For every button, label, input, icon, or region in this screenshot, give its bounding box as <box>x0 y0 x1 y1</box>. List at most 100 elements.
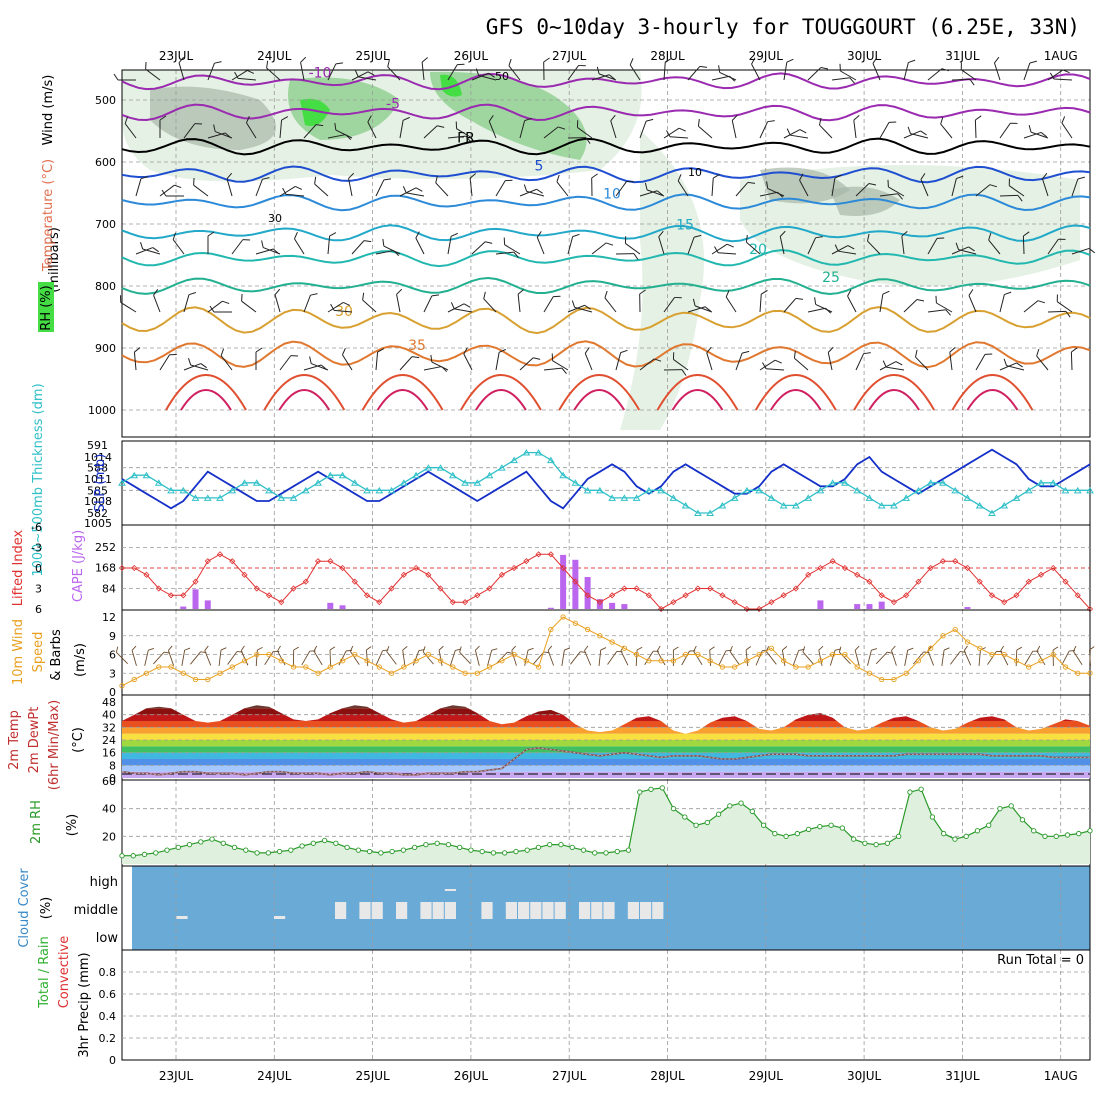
barb-staff <box>124 123 137 139</box>
lifted-index-point <box>1037 571 1045 578</box>
barb-staff <box>867 650 872 666</box>
wind-barb <box>759 120 775 139</box>
wind-barb <box>831 245 855 255</box>
wind-barb-10m <box>218 647 227 666</box>
lifted-index-point <box>988 592 996 599</box>
wind-barb <box>624 236 641 255</box>
wind-barb <box>591 173 598 197</box>
barb-flag <box>1040 132 1048 138</box>
barb-flag <box>1016 362 1023 368</box>
date-label-top: 28JUL <box>650 49 685 63</box>
rh-point <box>963 833 969 839</box>
barb-flag <box>935 295 937 304</box>
isotherm-label: 25 <box>822 270 840 286</box>
barb-flag <box>134 347 141 353</box>
barb-flag <box>868 183 877 186</box>
wind-barb <box>834 244 857 255</box>
lifted-index-point <box>596 599 603 606</box>
barb-flag <box>1037 300 1046 304</box>
barb-staff <box>670 136 689 139</box>
wind-speed-point <box>1013 658 1020 664</box>
wind-barb-10m <box>301 650 316 666</box>
wind-speed-point <box>1038 658 1044 664</box>
y-tick-li: 0 <box>35 562 42 575</box>
barb-flag <box>1052 646 1059 651</box>
rh-point <box>670 806 677 812</box>
y-tick-precip: 0.8 <box>99 966 117 979</box>
isotherm-surface <box>671 389 724 411</box>
barb-staff <box>1023 62 1031 81</box>
barb-flag <box>511 645 517 651</box>
y-tick-slp: 1008 <box>84 495 112 508</box>
wind-barb <box>793 350 809 371</box>
barb-staff <box>927 650 934 666</box>
barb-staff <box>875 651 888 665</box>
wind-barb <box>666 130 689 139</box>
barb-staff <box>543 126 559 139</box>
lifted-index-point <box>498 571 505 578</box>
thickness-point <box>779 501 788 509</box>
wind-barb <box>140 242 161 255</box>
barb-staff <box>153 295 161 313</box>
wind-barb <box>639 190 664 197</box>
thickness-point <box>1086 486 1094 494</box>
rh-point <box>614 848 620 855</box>
wind-barb <box>556 174 569 197</box>
wind-speed-point <box>633 651 640 658</box>
barb-flag <box>220 647 227 651</box>
rh-point <box>333 840 339 846</box>
y-axis-label-convective: Convective <box>57 936 72 1009</box>
barb-staff <box>131 650 137 666</box>
barb-flag <box>524 117 532 122</box>
wind-barb-10m <box>963 645 972 666</box>
isotherm-surface <box>460 374 542 411</box>
barb-flag <box>463 303 471 308</box>
thickness-point <box>522 449 531 456</box>
barb-staff <box>561 650 565 666</box>
barb-flag <box>438 645 444 651</box>
barb-staff <box>241 300 257 313</box>
lifted-index-point <box>314 558 322 565</box>
barb-staff <box>266 67 281 81</box>
barb-staff <box>718 650 727 666</box>
wind-speed-point <box>180 670 186 676</box>
wind-barb <box>327 232 337 255</box>
wind-barb <box>935 295 953 313</box>
wind-barb <box>847 289 857 313</box>
wind-barb <box>519 188 543 197</box>
barb-staff <box>941 650 945 666</box>
barb-staff <box>375 179 385 197</box>
wind-barb <box>615 253 639 260</box>
barb-staff <box>853 120 857 139</box>
barb-flag <box>887 179 889 188</box>
barb-flag <box>558 126 566 130</box>
wind-speed-point <box>266 651 272 658</box>
barb-flag <box>815 236 823 239</box>
rh-point <box>704 819 710 826</box>
barb-flag <box>363 240 372 243</box>
thickness-point <box>436 464 445 471</box>
cloud-bar <box>542 902 554 919</box>
wind-speed-point <box>425 651 431 658</box>
wind-barb <box>282 187 305 197</box>
barb-flag <box>488 115 494 122</box>
barb-flag <box>367 71 375 76</box>
wind-barb <box>303 364 328 371</box>
wind-barb-10m <box>561 647 570 666</box>
barb-flag <box>527 647 534 651</box>
barb-flag <box>1065 311 1071 318</box>
barb-flag <box>604 290 608 298</box>
barb-flag <box>513 251 519 258</box>
barb-flag <box>646 118 654 122</box>
rh-point <box>1042 833 1048 839</box>
barb-flag <box>1036 348 1040 357</box>
thickness-point <box>314 479 322 486</box>
rh-point <box>513 848 519 855</box>
barb-staff <box>927 68 943 81</box>
wind-barb <box>447 303 471 313</box>
rh-point <box>648 786 654 792</box>
barb-flag <box>658 230 664 238</box>
wind-barb-10m <box>802 646 814 665</box>
barb-staff <box>831 245 849 255</box>
barb-flag <box>1062 69 1070 74</box>
